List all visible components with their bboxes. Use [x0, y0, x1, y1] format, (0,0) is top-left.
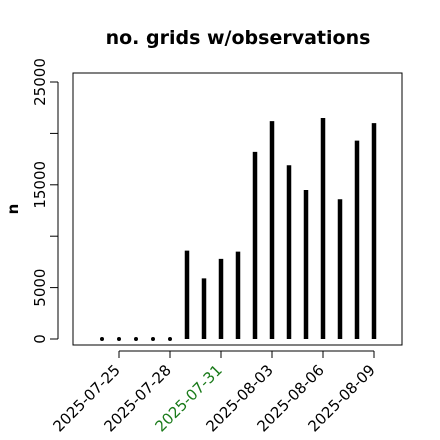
bar [151, 337, 155, 341]
y-axis-label: n [4, 204, 22, 215]
y-tick-label: 0 [31, 334, 49, 344]
plot-frame [72, 72, 403, 346]
x-axis: 2025-07-252025-07-282025-07-312025-08-03… [49, 350, 379, 435]
y-tick-label: 15000 [31, 161, 49, 209]
y-tick-label: 25000 [31, 58, 49, 106]
bar [117, 337, 121, 341]
bars [100, 117, 377, 341]
chart-title: no. grids w/observations [106, 27, 371, 49]
y-axis: 0 5000 15000 25000 [31, 58, 59, 344]
y-tick-label: 5000 [31, 269, 49, 307]
bar [134, 337, 138, 341]
bar [100, 337, 104, 341]
bar [168, 337, 172, 341]
